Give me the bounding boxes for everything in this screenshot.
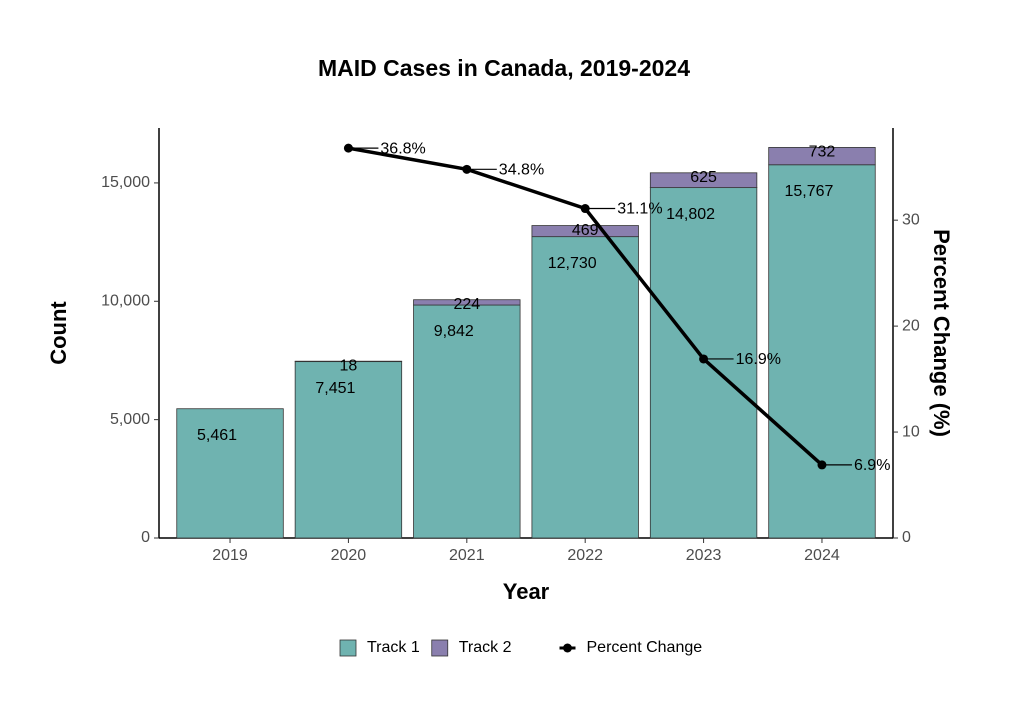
bar-segment <box>531 236 639 539</box>
data-label: 31.1% <box>617 201 662 218</box>
y-axis-title: Count <box>46 301 71 365</box>
bar-segment <box>768 147 876 166</box>
y-tick-label: 0 <box>141 529 150 546</box>
bar-segment <box>294 361 403 539</box>
y-tick-label: 15,000 <box>101 174 150 191</box>
data-label: 7,451 <box>315 380 355 397</box>
data-label: 14,802 <box>666 206 715 223</box>
data-label: 224 <box>453 296 480 313</box>
legend-key <box>339 639 357 657</box>
bar-segment <box>413 304 521 539</box>
legend-key <box>431 639 449 657</box>
data-label: 5,461 <box>197 427 237 444</box>
legend-label: Percent Change <box>587 639 703 656</box>
y2-tick-label: 10 <box>902 423 920 440</box>
data-label: 732 <box>809 144 836 161</box>
data-label: 469 <box>572 222 599 239</box>
x-tick-label: 2019 <box>212 547 248 564</box>
bar-segment <box>413 299 521 306</box>
x-axis-title: Year <box>503 579 550 604</box>
x-tick-label: 2024 <box>804 547 840 564</box>
bar-segment <box>768 164 876 539</box>
y-tick-label: 10,000 <box>101 292 150 309</box>
data-label: 6.9% <box>854 457 890 474</box>
y2-axis-title: Percent Change (%) <box>929 229 954 437</box>
data-label: 625 <box>690 169 717 186</box>
data-label: 16.9% <box>736 351 781 368</box>
y2-tick-label: 20 <box>902 317 920 334</box>
data-label: 36.8% <box>380 140 425 157</box>
legend-label: Track 2 <box>459 639 512 656</box>
bar-segment <box>649 172 758 189</box>
chart-title: MAID Cases in Canada, 2019-2024 <box>318 55 690 81</box>
x-tick-label: 2022 <box>567 547 603 564</box>
legend-label: Track 1 <box>367 639 420 656</box>
y2-tick-label: 0 <box>902 529 911 546</box>
x-tick-label: 2023 <box>686 547 722 564</box>
x-tick-label: 2021 <box>449 547 485 564</box>
y2-tick-label: 30 <box>902 211 920 228</box>
bar-segment <box>176 408 284 539</box>
legend-key <box>563 643 572 653</box>
data-label: 18 <box>340 357 358 374</box>
data-label: 12,730 <box>548 255 597 272</box>
bar-segment <box>531 225 639 238</box>
y-tick-label: 5,000 <box>110 411 150 428</box>
x-tick-label: 2020 <box>331 547 367 564</box>
data-label: 34.8% <box>499 162 544 179</box>
data-label: 15,767 <box>784 183 833 200</box>
data-label: 9,842 <box>434 323 474 340</box>
